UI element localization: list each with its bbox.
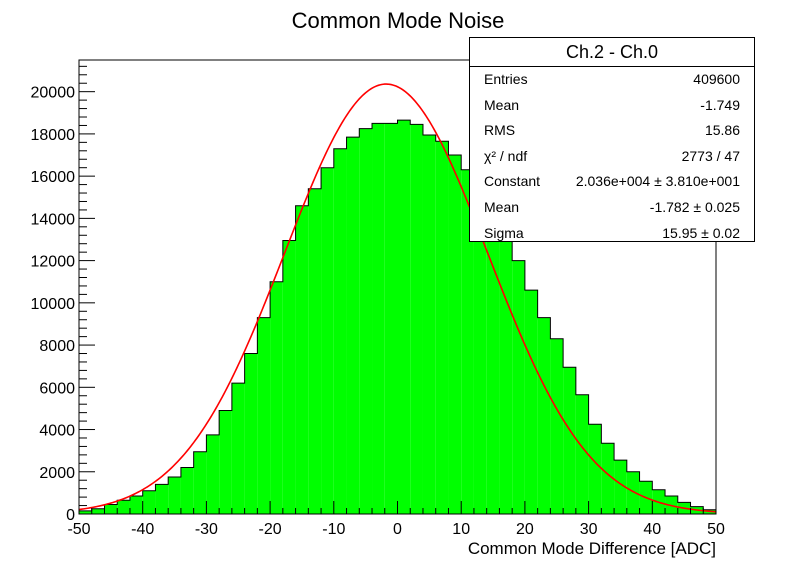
y-tick-label: 18000 <box>31 127 76 144</box>
histogram-bar <box>308 188 322 514</box>
stats-row-key: Entries <box>484 71 528 87</box>
histogram-bar <box>142 490 156 514</box>
histogram-bar <box>410 124 423 514</box>
histogram-bar <box>193 451 207 514</box>
stats-box-rows: Entries 409600 Mean -1.749 RMS 15.86 χ² / ndf 2… <box>470 67 754 246</box>
y-tick-label: 2000 <box>39 465 75 482</box>
histogram-bar <box>168 477 181 514</box>
stats-row-key: Constant <box>484 173 541 190</box>
histogram-bar <box>486 207 500 514</box>
histogram-bar <box>206 434 220 514</box>
x-tick-label: -30 <box>195 521 218 538</box>
histogram-bar <box>359 128 373 514</box>
stats-row: Mean -1.749 <box>470 93 754 119</box>
stats-row: χ² / ndf 2773 / 47 <box>470 144 754 170</box>
stats-row-key: RMS <box>484 122 516 139</box>
histogram-bar <box>270 281 283 514</box>
fit-curve <box>78 83 717 513</box>
histogram-bar <box>626 471 640 514</box>
histogram-bar <box>461 169 474 514</box>
histogram-bar <box>282 240 296 514</box>
histogram-bar <box>117 500 130 514</box>
stats-box-title: Ch.2 - Ch.0 <box>470 38 754 67</box>
stats-row: Mean -1.782 ± 0.025 <box>470 195 754 221</box>
y-tick-label: 4000 <box>39 423 75 440</box>
stats-row-key: χ² / ndf <box>484 147 528 164</box>
histogram-bar <box>422 134 436 515</box>
histogram-bar <box>435 141 449 514</box>
histogram-bar <box>601 443 615 514</box>
histogram-outline <box>78 119 717 514</box>
x-axis-label: Common Mode Difference [ADC] <box>468 539 716 558</box>
histogram-bar <box>537 317 551 514</box>
y-tick-label: 16000 <box>31 169 76 186</box>
fit-curve-group <box>78 83 717 513</box>
histogram-bar <box>180 467 194 514</box>
x-tick-label: -20 <box>259 521 282 538</box>
histogram-bar <box>129 496 143 514</box>
histogram-bar <box>499 224 513 514</box>
histogram-bar <box>588 424 602 514</box>
histogram-bar <box>524 290 538 514</box>
histogram-bar <box>614 460 627 514</box>
stats-row-value: 2773 / 47 <box>681 147 740 164</box>
histogram-bar <box>257 317 271 514</box>
x-tick-label: 50 <box>707 521 725 538</box>
y-tick-label: 20000 <box>31 85 76 102</box>
histogram-bar <box>219 410 232 514</box>
stats-row: Entries 409600 <box>470 67 754 93</box>
histogram-bar <box>333 148 347 515</box>
stats-row: RMS 15.86 <box>470 118 754 144</box>
stats-row-value: 15.86 <box>704 122 740 139</box>
x-tick-label: -10 <box>322 521 345 538</box>
histogram-bar <box>231 383 245 514</box>
histogram-bar <box>512 260 525 514</box>
stats-row: Sigma 15.95 ± 0.02 <box>470 221 754 247</box>
x-tick-label: -50 <box>67 521 90 538</box>
y-tick-label: 10000 <box>31 296 76 313</box>
stats-row-key: Sigma <box>484 224 524 241</box>
x-tick-label: 20 <box>516 521 534 538</box>
histogram-bars <box>78 119 717 515</box>
histogram-bar <box>91 508 105 514</box>
stats-row-key: Mean <box>484 198 520 215</box>
histogram-bar <box>550 338 564 514</box>
histogram-bar <box>563 367 576 514</box>
y-tick-label: 6000 <box>39 380 75 397</box>
stats-row-key: Mean <box>484 96 520 113</box>
stats-row-value: 409600 <box>693 71 740 87</box>
histogram-bar <box>473 186 487 514</box>
y-tick-label: 12000 <box>31 254 76 271</box>
x-tick-label: 0 <box>393 521 402 538</box>
stats-row-value: -1.749 <box>700 96 740 113</box>
histogram-bar <box>346 137 360 515</box>
stats-row-value: 15.95 ± 0.02 <box>662 224 740 241</box>
histogram-bar <box>321 167 334 514</box>
histogram-bar <box>575 394 589 514</box>
x-tick-label: -40 <box>131 521 154 538</box>
histogram-bar <box>104 504 118 514</box>
stats-row-value: 2.036e+004 ± 3.810e+001 <box>575 173 740 190</box>
y-axis: 0 2000 4000 6000 8000 10000 12000 14000 16000 180… <box>31 65 95 524</box>
stats-row-value: -1.782 ± 0.025 <box>649 198 740 215</box>
x-tick-label: 30 <box>580 521 598 538</box>
stats-box: Ch.2 - Ch.0 Entries 409600 Mean -1.749 RMS 15… <box>469 37 755 242</box>
histogram-bar <box>384 123 398 514</box>
y-tick-label: 14000 <box>31 211 76 228</box>
histogram-bar <box>155 484 169 514</box>
histogram-bar <box>79 510 92 514</box>
histogram-bar <box>244 353 258 514</box>
x-tick-label: 40 <box>643 521 661 538</box>
x-axis: -50 -40 -30 -20 -10 0 10 20 30 40 50 <box>67 501 725 538</box>
x-tick-label: 10 <box>452 521 470 538</box>
histogram-bar <box>397 120 411 514</box>
chart-title: Common Mode Noise <box>292 8 505 33</box>
histogram-bar <box>372 123 385 514</box>
y-tick-label: 0 <box>66 507 75 524</box>
y-tick-label: 8000 <box>39 338 75 355</box>
histogram-bar <box>448 155 462 514</box>
histogram-bar <box>295 205 309 514</box>
stats-row: Constant 2.036e+004 ± 3.810e+001 <box>470 169 754 195</box>
